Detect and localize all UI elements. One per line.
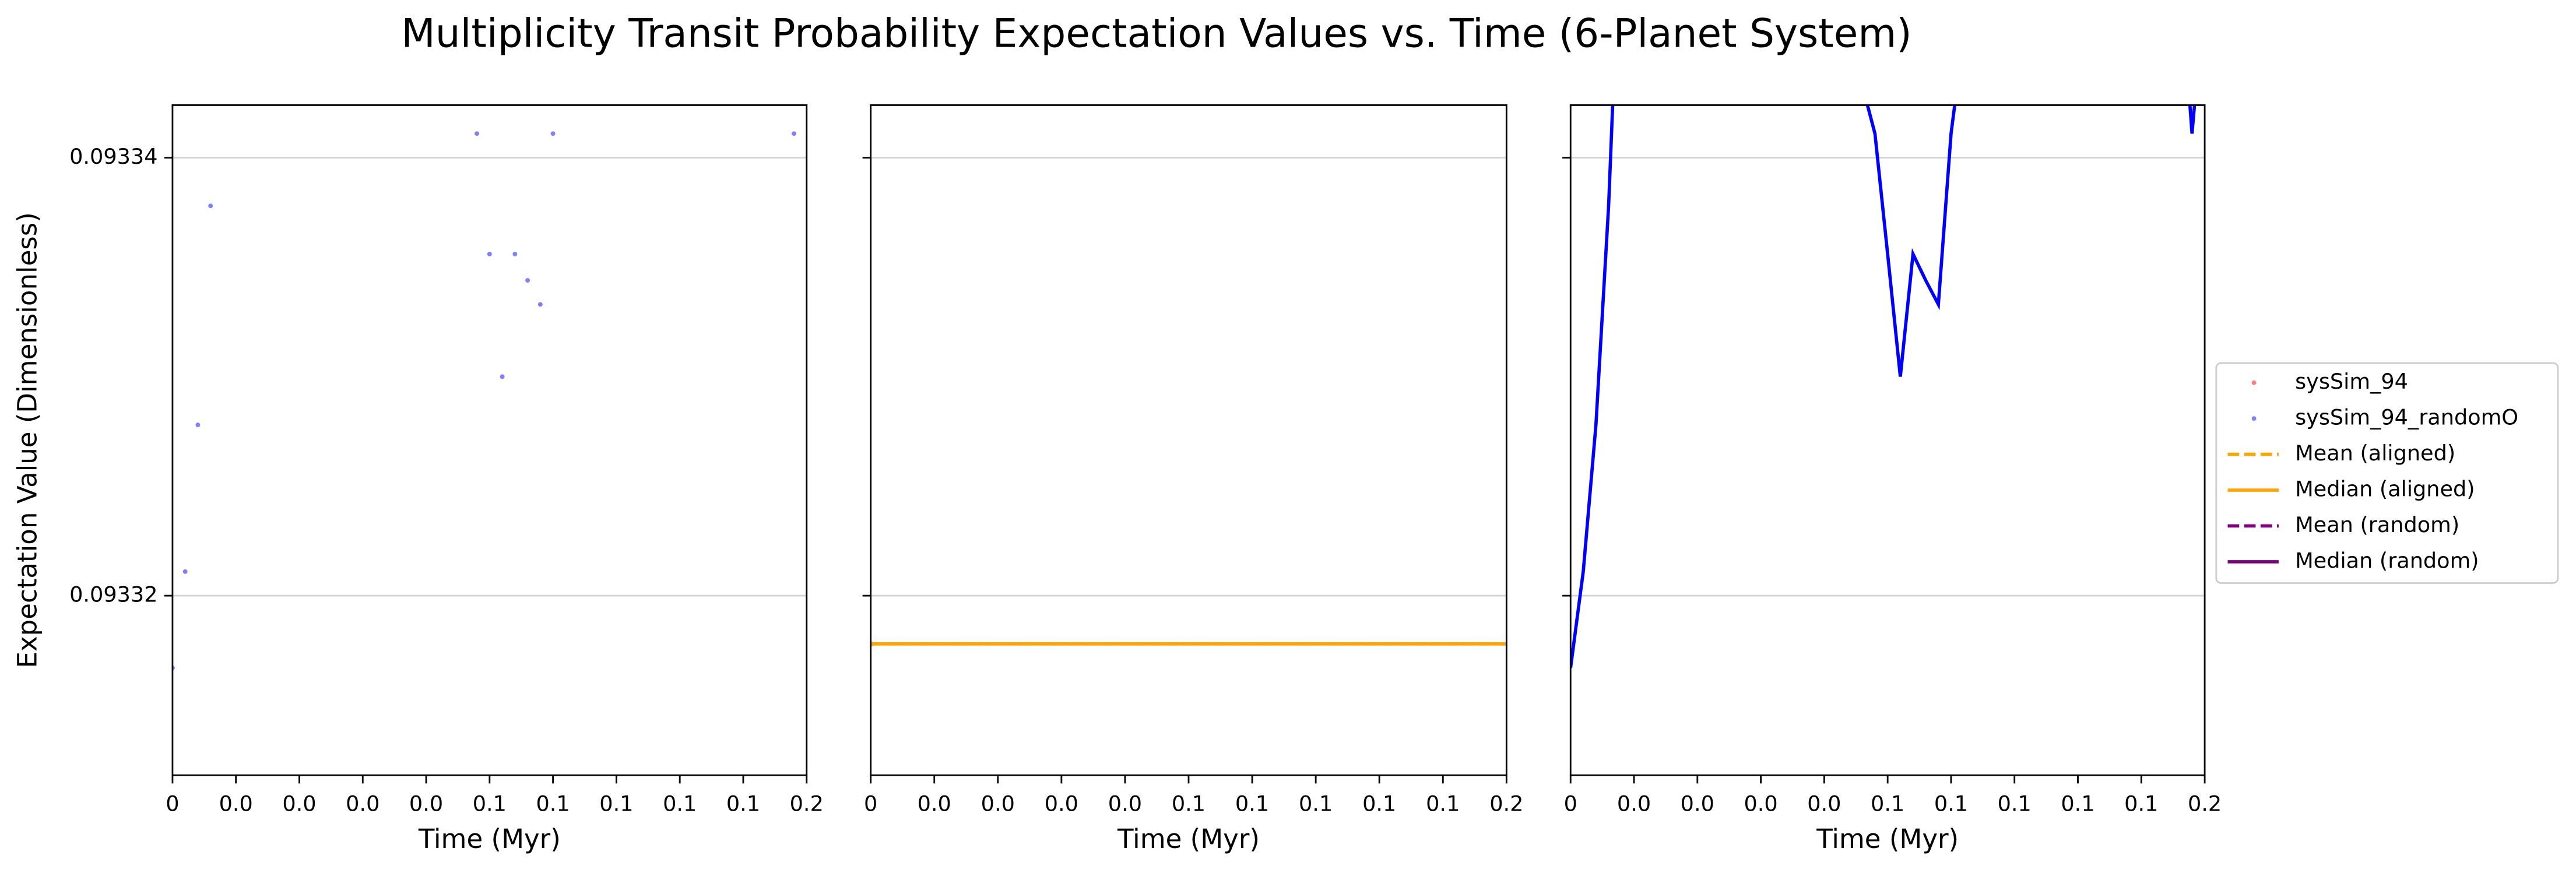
- x-tick-label: 0: [1564, 791, 1577, 816]
- x-tick-label: 0.2: [1489, 791, 1523, 816]
- scatter-point: [500, 374, 505, 379]
- axes-frame: [870, 104, 1507, 776]
- x-tick-label: 0.0: [1108, 791, 1142, 816]
- x-tick-label: 0.1: [1998, 791, 2032, 816]
- x-tick-label: 0.0: [1681, 791, 1714, 816]
- x-tick-label: 0.1: [1172, 791, 1206, 816]
- x-tick-label: 0.1: [2124, 791, 2158, 816]
- y-tick-label: 0.09332: [69, 582, 157, 607]
- scatter-point: [525, 278, 530, 283]
- scatter-point: [537, 302, 543, 307]
- x-tick-label: 0.0: [1617, 791, 1651, 816]
- scatter-point: [487, 251, 492, 256]
- legend-label: Mean (random): [2295, 512, 2459, 537]
- x-tick-label: 0.0: [282, 791, 316, 816]
- scatter-point: [195, 423, 201, 427]
- plot-area: [870, 641, 1507, 646]
- x-tick-label: 0.1: [1871, 791, 1904, 816]
- x-tick-label: 0.0: [981, 791, 1015, 816]
- subplot: 0.093320.093340.093360.093380.0934000.00…: [12, 83, 824, 854]
- x-tick-label: 0.0: [918, 791, 951, 816]
- x-axis-label: Time (Myr): [1816, 823, 1959, 854]
- x-tick-label: 0.1: [1299, 791, 1333, 816]
- x-tick-label: 0.1: [2061, 791, 2094, 816]
- legend-label: Median (aligned): [2295, 477, 2475, 502]
- x-tick-label: 0.1: [663, 791, 697, 816]
- x-tick-label: 0.1: [726, 791, 760, 816]
- legend-box: [2215, 362, 2559, 584]
- x-tick-label: 0.2: [790, 791, 824, 816]
- scatter-point: [512, 251, 518, 256]
- x-tick-label: 0: [166, 791, 179, 816]
- subplot: 0 0.0 0.0 0.0 0.0 0.1 0.1 0.1 0.1 0.1 0.2 Time (Myr…: [862, 104, 1523, 854]
- x-tick-label: 0.0: [1744, 791, 1777, 816]
- x-tick-label: 0.2: [2188, 791, 2222, 816]
- x-tick-label: 0.0: [409, 791, 443, 816]
- axes-frame: [1569, 104, 2206, 776]
- x-tick-label: 0.1: [1235, 791, 1269, 816]
- scatter-point: [208, 203, 213, 209]
- scatter-point: [792, 131, 796, 136]
- x-tick-label: 0.1: [599, 791, 633, 816]
- x-tick-label: 0: [864, 791, 877, 816]
- x-tick-label: 0.0: [1807, 791, 1841, 816]
- x-tick-label: 0.1: [473, 791, 507, 816]
- plot-area: [1570, 105, 2197, 668]
- subplot: 0 0.0 0.0 0.0 0.0 0.1 0.1 0.1 0.1 0.1 0.2 Time (Myr…: [1562, 104, 2222, 854]
- x-tick-label: 0.0: [346, 791, 379, 816]
- x-tick-label: 0.1: [536, 791, 570, 816]
- y-axis-label: Expectation Value (Dimensionless): [12, 212, 43, 668]
- x-tick-label: 0.0: [219, 791, 253, 816]
- x-tick-label: 0.1: [1934, 791, 1968, 816]
- x-tick-label: 0.0: [1045, 791, 1078, 816]
- scatter-point: [182, 569, 188, 574]
- legend-label: sysSim_94: [2295, 369, 2408, 394]
- x-axis-label: Time (Myr): [1117, 823, 1260, 854]
- legend-marker: [2251, 416, 2257, 421]
- x-axis-label: Time (Myr): [418, 823, 561, 854]
- y-tick-label: 0.09334: [69, 144, 157, 169]
- plot-area: [172, 83, 796, 671]
- line: [1570, 105, 2197, 668]
- figure-title: Multiplicity Transit Probability Expecta…: [401, 10, 1911, 57]
- legend-marker: [2251, 380, 2257, 385]
- scatter-point: [475, 131, 480, 136]
- legend-label: Median (random): [2295, 548, 2479, 573]
- x-tick-label: 0.1: [1362, 791, 1396, 816]
- scatter-point: [550, 131, 556, 136]
- axes-frame: [171, 104, 808, 776]
- scatter-point: [462, 83, 466, 88]
- legend-label: Mean (aligned): [2295, 441, 2455, 466]
- legend-label: sysSim_94_randomO: [2295, 405, 2518, 430]
- legend: sysSim_94 sysSim_94_randomO Mean (aligned)…: [2215, 362, 2559, 584]
- x-tick-label: 0.1: [1426, 791, 1460, 816]
